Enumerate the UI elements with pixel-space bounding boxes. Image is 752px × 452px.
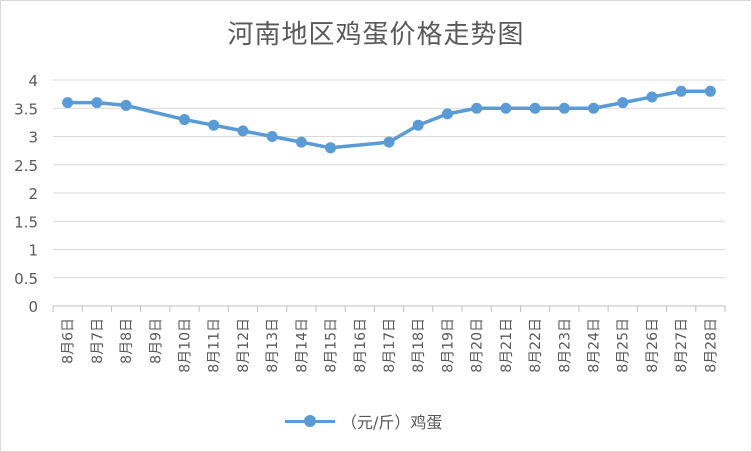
x-tick-label: 8月13日 bbox=[265, 318, 281, 373]
data-point bbox=[646, 91, 658, 103]
y-tick-label: 2 bbox=[28, 185, 38, 203]
data-point bbox=[208, 119, 220, 131]
series-layer bbox=[62, 85, 716, 154]
y-axis-ticks: 0 0.5 1 1.5 2 2.5 3 3.5 4 bbox=[14, 72, 38, 316]
data-point bbox=[441, 108, 453, 120]
x-tick-label: 8月14日 bbox=[294, 318, 310, 373]
data-point bbox=[500, 102, 512, 114]
y-tick-label: 3 bbox=[28, 129, 38, 147]
data-point bbox=[529, 102, 541, 114]
x-tick-label: 8月19日 bbox=[440, 318, 456, 373]
x-tick-label: 8月8日 bbox=[119, 318, 135, 364]
data-point bbox=[471, 102, 483, 114]
x-tick-label: 8月18日 bbox=[411, 318, 427, 373]
data-point bbox=[62, 97, 74, 109]
data-point bbox=[325, 142, 337, 154]
x-tick-label: 8月23日 bbox=[557, 318, 573, 373]
x-tick-label: 8月10日 bbox=[177, 318, 193, 373]
y-tick-label: 0.5 bbox=[14, 270, 38, 288]
data-point bbox=[412, 119, 424, 131]
x-tick-label: 8月21日 bbox=[499, 318, 515, 373]
x-tick-label: 8月6日 bbox=[61, 318, 77, 364]
data-point bbox=[178, 114, 190, 126]
legend-marker-icon bbox=[285, 411, 335, 431]
x-tick-label: 8月20日 bbox=[470, 318, 486, 373]
x-axis-ticks: 8月6日 8月7日 8月8日 8月9日 8月10日 8月11日 8月12日 8月13日 8月14… bbox=[52, 306, 726, 373]
x-tick-label: 8月27日 bbox=[674, 318, 690, 373]
data-point bbox=[675, 85, 687, 97]
y-tick-label: 1.5 bbox=[14, 213, 38, 231]
y-tick-label: 4 bbox=[28, 72, 38, 90]
chart-title: 河南地区鸡蛋价格走势图 bbox=[227, 20, 525, 50]
gridlines bbox=[53, 79, 725, 307]
x-tick-label: 8月12日 bbox=[236, 318, 252, 373]
x-tick-label: 8月11日 bbox=[207, 318, 223, 373]
x-tick-label: 8月17日 bbox=[382, 318, 398, 373]
x-tick-label: 8月9日 bbox=[148, 318, 164, 364]
x-tick-label: 8月16日 bbox=[353, 318, 369, 373]
data-point bbox=[120, 99, 132, 111]
x-tick-label: 8月22日 bbox=[528, 318, 544, 373]
data-point bbox=[588, 102, 600, 114]
data-point bbox=[266, 131, 278, 142]
y-tick-label: 0 bbox=[28, 298, 38, 316]
data-point bbox=[617, 97, 629, 109]
x-tick-label: 8月26日 bbox=[645, 318, 661, 373]
legend-label: （元/斤）鸡蛋 bbox=[341, 413, 443, 432]
y-tick-label: 2.5 bbox=[14, 157, 38, 175]
data-point bbox=[558, 102, 570, 114]
data-point bbox=[295, 136, 307, 148]
x-tick-label: 8月24日 bbox=[587, 318, 603, 373]
x-tick-label: 8月7日 bbox=[90, 318, 106, 364]
chart-legend: （元/斤）鸡蛋 bbox=[285, 409, 442, 433]
x-tick-label: 8月25日 bbox=[616, 318, 632, 373]
data-point bbox=[383, 136, 395, 148]
y-tick-label: 3.5 bbox=[14, 100, 38, 118]
data-point bbox=[704, 85, 716, 97]
data-point bbox=[237, 125, 249, 137]
x-tick-label: 8月28日 bbox=[703, 318, 719, 373]
data-point bbox=[91, 97, 103, 109]
y-tick-label: 1 bbox=[28, 242, 38, 260]
x-tick-label: 8月15日 bbox=[324, 318, 340, 373]
